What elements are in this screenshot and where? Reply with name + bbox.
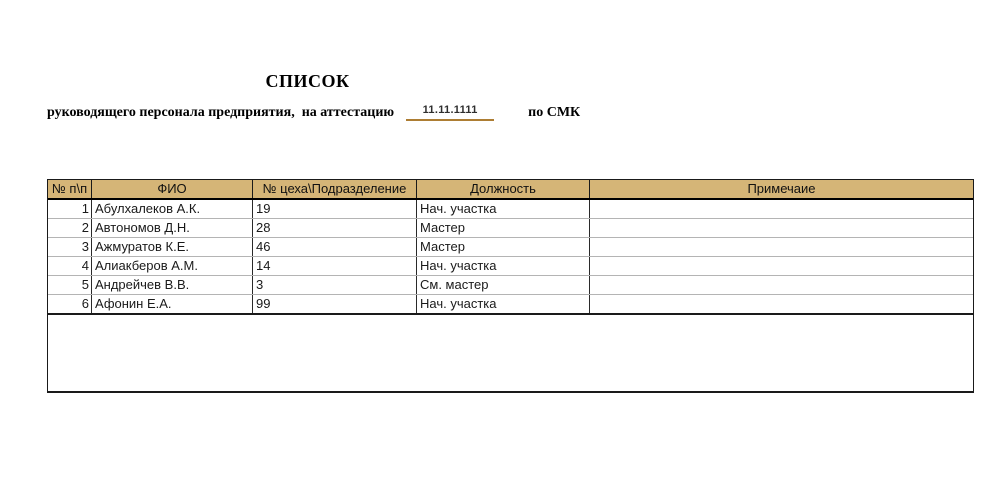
cell-num: 2	[48, 219, 92, 237]
cell-num: 5	[48, 276, 92, 294]
cell-dept: 46	[253, 238, 417, 256]
cell-position: Мастер	[417, 238, 590, 256]
table-row: 6 Афонин Е.А. 99 Нач. участка	[48, 295, 973, 313]
cell-fio: Андрейчев В.В.	[92, 276, 253, 294]
cell-fio: Афонин Е.А.	[92, 295, 253, 313]
cell-position: Нач. участка	[417, 295, 590, 313]
cell-fio: Алиакберов А.М.	[92, 257, 253, 275]
column-header-fio: ФИО	[92, 180, 253, 198]
column-header-note: Примечаие	[747, 181, 816, 196]
cell-note	[590, 238, 973, 256]
cell-position: Нач. участка	[417, 200, 590, 218]
cell-fio: Автономов Д.Н.	[92, 219, 253, 237]
cell-position: Мастер	[417, 219, 590, 237]
table-row: 3 Ажмуратов К.Е. 46 Мастер	[48, 238, 973, 257]
cell-num: 1	[48, 200, 92, 218]
cell-num: 4	[48, 257, 92, 275]
table-row: 1 Абулхалеков А.К. 19 Нач. участка	[48, 200, 973, 219]
cell-position: Нач. участка	[417, 257, 590, 275]
cell-note	[590, 257, 973, 275]
attestation-date-field[interactable]: 11.11.1111	[406, 104, 495, 121]
table-row: 2 Автономов Д.Н. 28 Мастер	[48, 219, 973, 238]
cell-num: 6	[48, 295, 92, 313]
subtitle-line: руководящего персонала предприятия, на а…	[47, 104, 580, 121]
cell-dept: 99	[253, 295, 417, 313]
cell-dept: 14	[253, 257, 417, 275]
personnel-table: № п\п ФИО № цеха\Подразделение Должность…	[47, 179, 974, 393]
column-header-position: Должность	[417, 180, 590, 198]
cell-fio: Абулхалеков А.К.	[92, 200, 253, 218]
cell-note	[590, 200, 973, 218]
subtitle-suffix: по СМК	[528, 105, 581, 120]
table-row: 4 Алиакберов А.М. 14 Нач. участка	[48, 257, 973, 276]
table-empty-area	[48, 313, 973, 391]
cell-fio: Ажмуратов К.Е.	[92, 238, 253, 256]
document-title: СПИСОК	[265, 71, 350, 91]
column-header-dept: № цеха\Подразделение	[253, 180, 417, 198]
table-row: 5 Андрейчев В.В. 3 См. мастер	[48, 276, 973, 295]
cell-position: См. мастер	[417, 276, 590, 294]
attestation-date: 11.11.1111	[422, 104, 478, 116]
cell-note	[590, 219, 973, 237]
cell-dept: 28	[253, 219, 417, 237]
subtitle-prefix: руководящего персонала предприятия, на а…	[47, 105, 395, 120]
cell-note	[590, 276, 973, 294]
cell-dept: 3	[253, 276, 417, 294]
table-header-row: № п\п ФИО № цеха\Подразделение Должность…	[48, 180, 973, 200]
column-header-num: № п\п	[48, 180, 92, 198]
cell-note	[590, 295, 973, 313]
cell-num: 3	[48, 238, 92, 256]
cell-dept: 19	[253, 200, 417, 218]
